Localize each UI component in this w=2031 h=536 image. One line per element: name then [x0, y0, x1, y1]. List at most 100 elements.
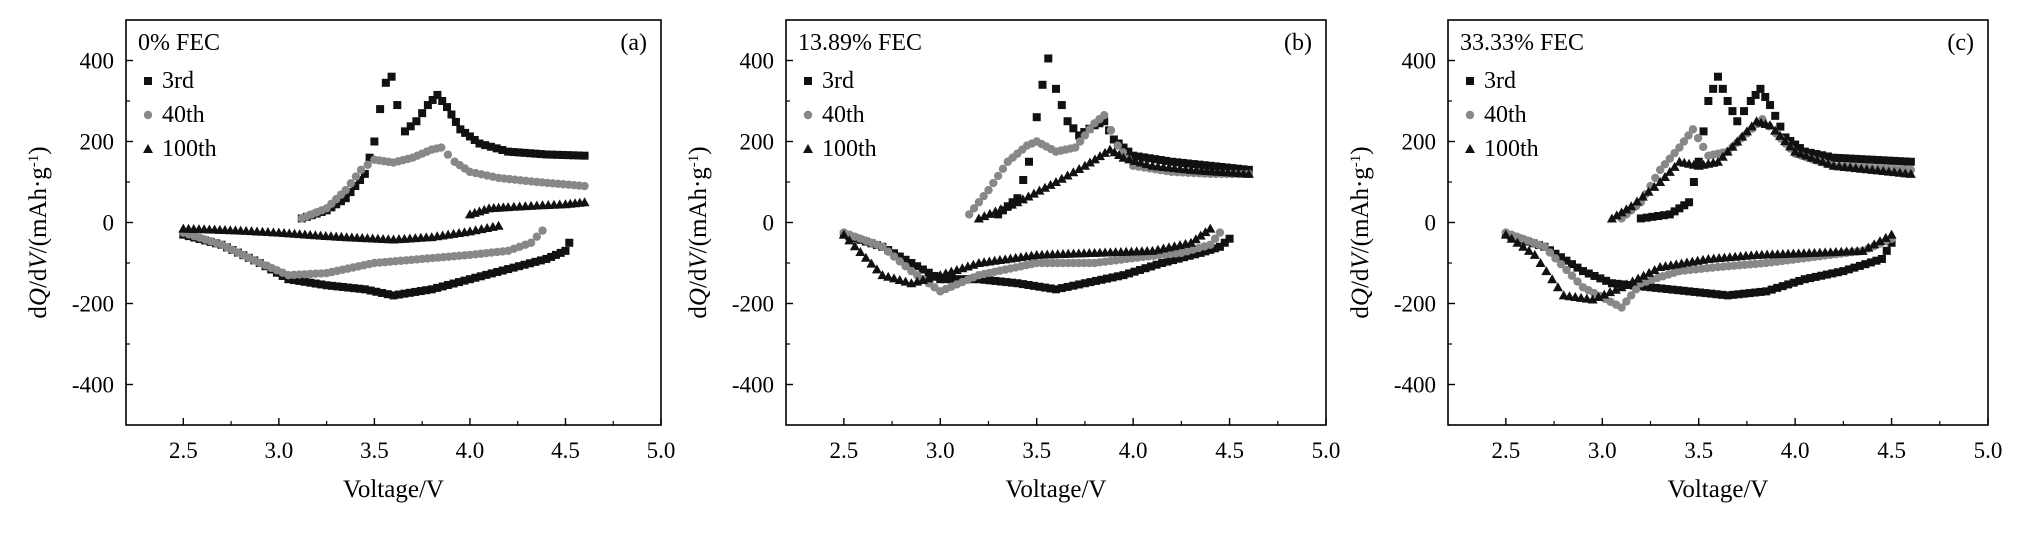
- data-point: [295, 276, 304, 285]
- data-point: [1685, 287, 1694, 296]
- data-point: [1174, 254, 1183, 263]
- series-100th: [838, 144, 1254, 288]
- data-point: [1084, 157, 1095, 167]
- legend-label: 40th: [162, 102, 205, 128]
- data-point: [1034, 185, 1045, 195]
- data-point: [1795, 276, 1804, 285]
- data-point: [1651, 173, 1660, 183]
- data-point: [1685, 198, 1694, 207]
- data-point: [1722, 146, 1733, 156]
- data-point: [1220, 238, 1229, 247]
- data-point: [894, 275, 905, 285]
- x-tick-label: 2.5: [829, 438, 858, 463]
- data-point: [901, 255, 910, 264]
- data-point: [1222, 163, 1231, 172]
- legend-marker-circle: [143, 110, 153, 120]
- data-point: [996, 277, 1005, 286]
- data-point: [877, 270, 888, 280]
- data-point: [1071, 143, 1080, 152]
- data-point: [985, 276, 994, 285]
- data-point: [465, 275, 474, 284]
- data-point: [979, 211, 990, 221]
- data-point: [1776, 122, 1785, 131]
- data-point: [1552, 282, 1563, 292]
- data-point: [1817, 156, 1828, 166]
- data-point: [947, 275, 956, 284]
- data-point: [360, 285, 369, 294]
- y-tick-label: -400: [72, 373, 114, 398]
- data-point: [551, 250, 560, 259]
- data-point: [538, 226, 547, 235]
- data-point: [498, 266, 507, 275]
- data-point: [1665, 154, 1674, 163]
- x-axis-label: Voltage/V: [1006, 476, 1107, 503]
- data-point: [1205, 223, 1216, 233]
- data-point: [1551, 254, 1560, 263]
- data-point: [1141, 159, 1152, 169]
- data-point: [504, 265, 513, 274]
- data-point: [1784, 280, 1793, 289]
- data-point: [1562, 256, 1571, 265]
- x-tick-label: 4.0: [1119, 438, 1148, 463]
- data-point: [1895, 157, 1904, 166]
- data-point: [1135, 157, 1146, 167]
- data-point: [1130, 267, 1139, 276]
- data-point: [1599, 289, 1610, 299]
- data-point: [355, 284, 364, 293]
- chart-panel-a: 400 200 0 -200 -400 2.5 3.0 3.5 4.0 4.5 5.0 Voltage…: [25, 19, 675, 503]
- data-point: [306, 278, 315, 287]
- data-point: [1855, 261, 1864, 270]
- data-point: [1734, 290, 1743, 299]
- data-point: [1875, 236, 1885, 246]
- data-point: [1756, 287, 1765, 296]
- data-point: [969, 204, 979, 213]
- y-axis-label-part: V: [685, 251, 712, 269]
- data-point: [1659, 171, 1670, 181]
- data-point: [351, 182, 360, 191]
- data-point: [1097, 275, 1106, 284]
- data-point: [936, 275, 945, 284]
- data-point: [1812, 150, 1821, 159]
- data-point: [1119, 143, 1128, 152]
- data-point: [1151, 155, 1160, 164]
- data-point: [1655, 165, 1665, 175]
- data-point: [1622, 279, 1633, 289]
- data-point: [1551, 249, 1560, 258]
- data-point: [394, 290, 403, 299]
- plot-frame: [1447, 19, 1989, 426]
- data-point: [1699, 142, 1708, 152]
- data-point: [1178, 158, 1187, 167]
- data-point: [1028, 188, 1039, 198]
- data-point: [1660, 211, 1668, 220]
- data-point: [1025, 157, 1033, 166]
- data-point: [980, 275, 989, 284]
- data-point: [1613, 279, 1622, 288]
- data-point: [351, 172, 361, 181]
- data-point: [974, 198, 984, 207]
- panel-label: (a): [620, 30, 647, 56]
- data-point: [1766, 101, 1775, 110]
- data-point: [1136, 265, 1145, 274]
- data-point: [1674, 286, 1683, 295]
- data-point: [1186, 237, 1196, 247]
- y-tick-label: 400: [740, 49, 775, 74]
- data-point: [1215, 228, 1225, 237]
- y-tick-label: 0: [763, 211, 775, 236]
- data-point: [855, 247, 866, 257]
- data-point: [536, 150, 545, 159]
- y-axis-label-part: Q: [685, 288, 712, 306]
- data-point: [1200, 227, 1211, 237]
- data-point: [1714, 72, 1722, 81]
- data-point: [1835, 153, 1844, 162]
- data-point: [356, 165, 366, 175]
- condition-label: 13.89% FEC: [798, 30, 922, 56]
- data-point: [1906, 157, 1915, 166]
- data-point: [1621, 204, 1632, 214]
- condition-label: 33.33% FEC: [1460, 30, 1584, 56]
- data-point: [1664, 166, 1675, 176]
- data-point: [1688, 125, 1698, 134]
- data-point: [1125, 269, 1134, 278]
- y-axis-label-part: V: [1347, 251, 1374, 269]
